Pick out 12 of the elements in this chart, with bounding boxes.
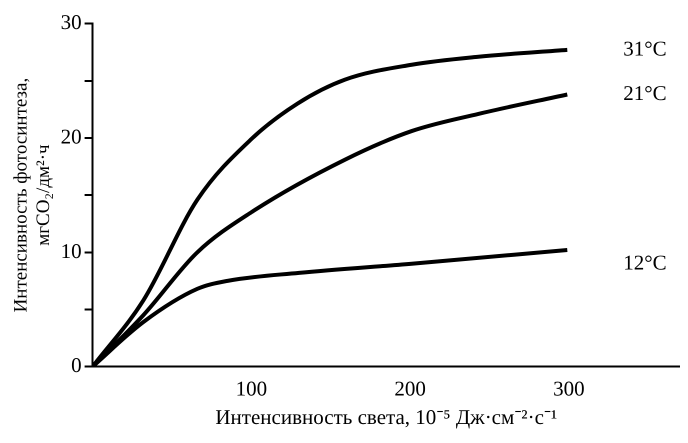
x-tick-label: 200	[394, 376, 426, 401]
text: 12°C	[623, 250, 667, 274]
y-tick-label: 10	[60, 238, 82, 263]
y-tick-label: 30	[60, 10, 82, 34]
y-tick-label: 0	[71, 353, 82, 378]
text: 31°C	[623, 36, 667, 60]
x-tick-label: 100	[236, 376, 268, 401]
x-tick-label: 300	[553, 376, 585, 401]
text: 21°C	[623, 81, 667, 105]
y-axis-title: Интенсивность фотосинтеза, мгCO₂/дм²·ч	[10, 78, 54, 312]
y-tick-label: 20	[60, 124, 82, 148]
x-axis-title: Интенсивность света, 10⁻⁵ Дж·см⁻²·с⁻¹	[215, 404, 558, 429]
